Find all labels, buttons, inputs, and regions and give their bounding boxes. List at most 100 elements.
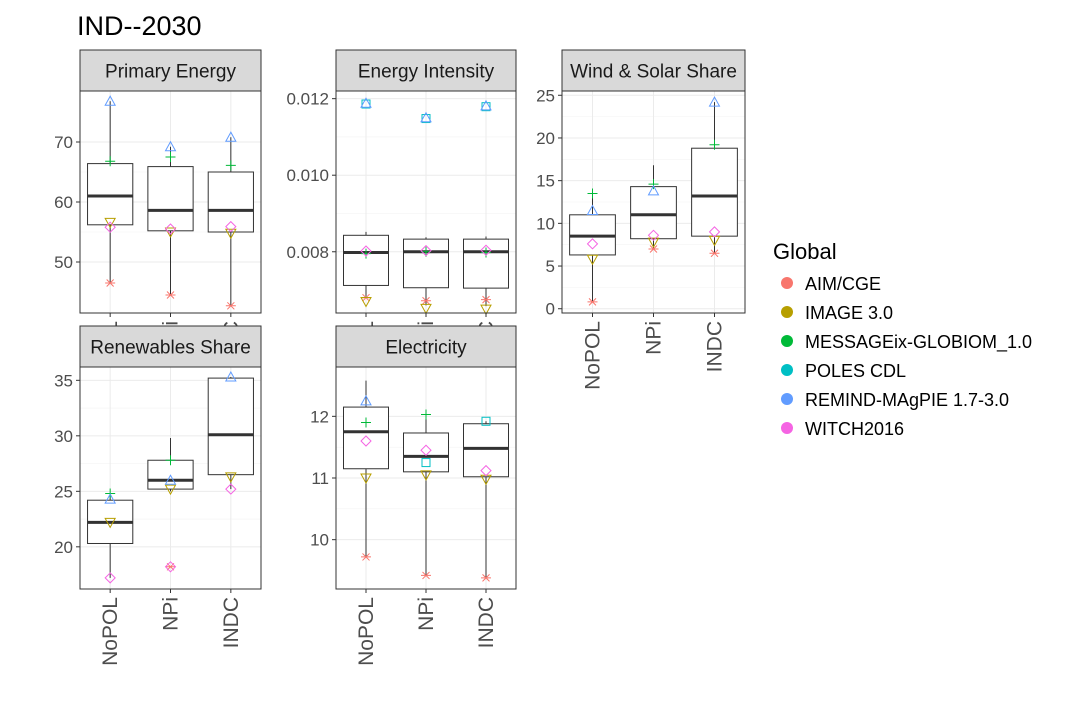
y-tick-label: 25 <box>536 86 555 105</box>
facet-strip <box>335 325 517 368</box>
point-image-3-0 <box>420 470 432 481</box>
facet-title: Energy Intensity <box>358 62 495 83</box>
box <box>403 238 449 289</box>
point-image-3-0 <box>647 237 660 249</box>
y-tick-label: 0.008 <box>286 243 329 262</box>
point-remind-magpie-1-7-3-0 <box>586 204 599 216</box>
point-image-3-0 <box>104 517 117 529</box>
point-remind-magpie-1-7-3-0 <box>647 184 660 196</box>
point-remind-magpie-1-7-3-0 <box>480 99 492 111</box>
point-witch2016 <box>360 245 372 257</box>
box <box>147 166 194 232</box>
point-remind-magpie-1-7-3-0 <box>164 140 177 152</box>
point-aim-cge <box>361 553 371 561</box>
point-poles-cdl <box>481 416 491 426</box>
point-witch2016 <box>708 226 721 238</box>
legend-label: MESSAGEix-GLOBIOM_1.0 <box>805 332 1032 353</box>
legend-item: POLES CDL <box>781 361 906 381</box>
y-tick-label: 0.010 <box>286 166 329 185</box>
point-remind-magpie-1-7-3-0 <box>104 95 117 106</box>
boxplot-NoPOL <box>87 493 134 578</box>
point-witch2016 <box>104 221 116 233</box>
facet-title: Electricity <box>385 338 467 359</box>
point-remind-magpie-1-7-3-0 <box>164 474 177 485</box>
point-image-3-0 <box>224 472 237 483</box>
point-messageix-globiom-1-0 <box>587 188 598 199</box>
facet-title: Renewables Share <box>90 338 251 359</box>
point-messageix-globiom-1-0 <box>225 160 236 171</box>
point-aim-cge <box>165 291 176 299</box>
point-witch2016 <box>586 238 599 250</box>
legend-item: REMIND-MAgPIE 1.7-3.0 <box>781 390 1009 410</box>
box <box>343 406 389 470</box>
box <box>403 432 449 473</box>
x-tick-label: NPi <box>643 321 666 355</box>
y-tick-label: 0.012 <box>286 90 329 109</box>
legend-title: Global <box>773 239 837 264</box>
point-witch2016 <box>225 483 237 495</box>
facet-title: Primary Energy <box>105 62 236 83</box>
boxplot-INDC <box>691 102 738 254</box>
x-tick-label: INDC <box>475 597 498 648</box>
y-tick-label: 20 <box>536 129 555 148</box>
point-aim-cge <box>421 571 431 580</box>
point-aim-cge <box>648 245 659 253</box>
point-witch2016 <box>104 572 116 584</box>
facet-panels: Primary Energy506070NoPOLNPiINDCEnergy I… <box>54 49 746 666</box>
point-aim-cge <box>421 296 431 305</box>
point-image-3-0 <box>224 228 237 240</box>
legend-label: WITCH2016 <box>805 419 904 439</box>
box <box>463 423 509 478</box>
point-image-3-0 <box>360 473 372 485</box>
point-witch2016 <box>647 229 660 242</box>
point-remind-magpie-1-7-3-0 <box>708 96 721 107</box>
y-tick-label: 11 <box>311 469 329 488</box>
box <box>463 238 509 289</box>
y-tick-label: 50 <box>54 253 73 272</box>
facet-panel: Wind & Solar Share 0 5 10 15 20 25 NoPOL NPi INDC <box>536 49 746 390</box>
y-tick-label: 35 <box>54 371 73 390</box>
box <box>87 163 134 226</box>
legend-key-dot <box>781 364 793 376</box>
legend-item: WITCH2016 <box>781 419 904 439</box>
boxplot-NPi <box>147 146 194 295</box>
facet-strip <box>335 49 517 92</box>
y-tick-label: 70 <box>54 133 73 152</box>
point-messageix-globiom-1-0 <box>105 156 116 167</box>
legend-key-dot <box>781 306 793 318</box>
y-tick-label: 30 <box>54 427 73 446</box>
x-tick-label: INDC <box>220 597 243 648</box>
point-image-3-0 <box>164 484 177 496</box>
facet-panel: Renewables Share 20 25 30 35 NoPOL NPi INDC <box>54 325 262 666</box>
point-image-3-0 <box>586 254 599 266</box>
point-witch2016 <box>480 244 492 256</box>
legend-key-dot <box>781 277 793 289</box>
point-remind-magpie-1-7-3-0 <box>224 370 237 382</box>
legend-item: MESSAGEix-GLOBIOM_1.0 <box>781 332 1032 353</box>
legend-label: POLES CDL <box>805 361 906 381</box>
point-poles-cdl <box>481 102 491 112</box>
point-aim-cge <box>105 279 116 287</box>
point-remind-magpie-1-7-3-0 <box>360 97 372 108</box>
y-tick-label: 10 <box>536 214 555 233</box>
boxplot-INDC <box>207 376 254 490</box>
y-tick-label: 12 <box>310 407 329 426</box>
facet-strip <box>561 49 746 92</box>
point-messageix-globiom-1-0 <box>361 248 371 259</box>
legend-key-dot <box>781 422 793 434</box>
legend-item: AIM/CGE <box>781 274 881 294</box>
box <box>207 377 254 476</box>
boxplot-INDC <box>463 236 509 307</box>
point-image-3-0 <box>104 217 117 229</box>
point-messageix-globiom-1-0 <box>421 409 431 420</box>
boxplot-NPi <box>403 413 449 576</box>
y-tick-label: 20 <box>54 538 73 557</box>
legend: Global AIM/CGE IMAGE 3.0 MESSAGEix-GLOBIOM… <box>773 239 1032 439</box>
point-image-3-0 <box>420 303 432 315</box>
point-image-3-0 <box>360 297 372 308</box>
point-poles-cdl <box>361 99 371 109</box>
point-poles-cdl <box>421 114 431 124</box>
point-witch2016 <box>420 244 432 257</box>
point-witch2016 <box>420 444 432 456</box>
legend-item: IMAGE 3.0 <box>781 303 893 323</box>
